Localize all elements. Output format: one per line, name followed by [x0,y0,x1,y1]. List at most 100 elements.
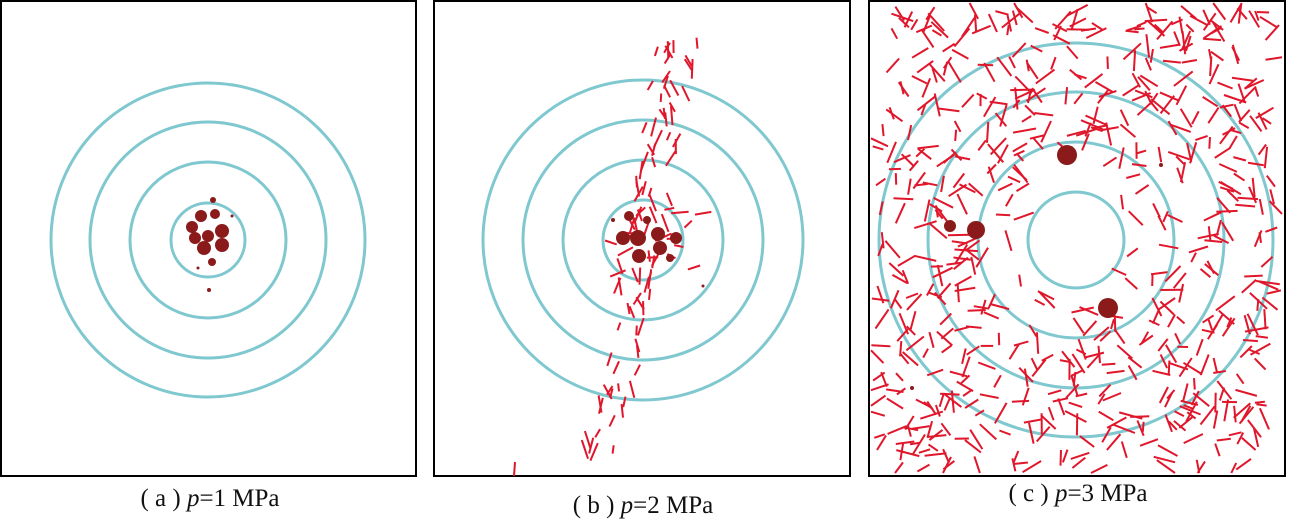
fracture-segment [1119,123,1137,138]
caption-c-var: p [1054,480,1068,507]
fracture-segment [1068,401,1083,409]
event-marker [701,284,705,288]
fracture-segment [1175,85,1188,106]
fracture-segment [1012,166,1028,181]
fracture-segment [631,267,639,283]
fracture-segment [1176,167,1184,184]
fracture-segment [1066,129,1087,137]
fracture-segment [999,429,1011,436]
fracture-segment [1070,8,1079,31]
fracture-segment [635,325,638,336]
caption-b: ( b ) p=2 MPa [533,492,753,520]
fracture-segment [1127,210,1144,226]
fracture-segment [986,121,990,143]
fracture-segment [1186,142,1193,163]
fracture-segment [893,298,903,310]
fracture-segment [1244,77,1258,90]
event-cluster [910,145,1163,390]
fracture-segment [1035,426,1051,443]
fracture-segment [1195,338,1204,356]
fracture-segment [916,95,937,112]
fracture-segment [1219,186,1235,193]
fracture-segment [895,372,904,382]
caption-a-var: p [186,485,200,512]
fracture-segment [1136,99,1155,116]
fracture-segment [1178,16,1184,34]
fracture-segment [1244,326,1269,333]
fracture-segment [1008,344,1020,360]
fracture-segment [1226,317,1233,328]
fracture-segment [1265,56,1283,61]
fracture-segment [1006,14,1013,32]
fracture-segment [1215,295,1236,312]
fracture-segment [1233,156,1247,162]
fracture-segment [979,393,999,399]
fracture-segment [1247,161,1264,167]
fracture-segment [1131,72,1141,88]
fracture-segment [874,308,890,330]
fracture-segment [1099,330,1112,342]
fracture-segment [939,312,953,326]
fracture-segment [1131,92,1151,102]
fracture-segment [1256,403,1267,407]
fracture-segment [1102,156,1118,168]
fracture-segment [1013,340,1029,347]
concentric-rings [49,81,367,399]
fracture-segment [1174,410,1185,417]
fracture-segment [1181,383,1189,403]
fracture-segment [976,92,988,100]
event-marker [651,227,665,241]
panel-a-diagram [0,0,417,477]
fracture-segment [918,448,931,454]
ring-4 [481,78,805,402]
fracture-segment [665,131,672,141]
fracture-segment [993,374,1002,388]
event-marker [215,238,229,252]
panel-c [868,0,1289,478]
fracture-segment [1112,423,1136,434]
fracture-segment [1256,11,1270,14]
fracture-segment [1179,108,1193,128]
fracture-segment [1251,177,1256,198]
fracture-segment [662,75,669,89]
fracture-segment [1157,338,1169,352]
fracture-segment [617,246,634,257]
fracture-segment [1239,345,1253,359]
fracture-segment [1079,435,1095,448]
fracture-segment [1014,87,1019,110]
fracture-segment [1178,283,1185,303]
fracture-segment [1156,459,1176,474]
fracture-segment [694,210,712,216]
fracture-segment [911,47,929,59]
fracture-segment [1214,443,1221,457]
fracture-segment [652,129,663,148]
fracture-segment [1004,230,1013,252]
fracture-segment [1218,163,1238,173]
fracture-segment [597,395,603,413]
fracture-segment [923,401,934,410]
fracture-segment [953,256,969,270]
fracture-segment [941,344,953,354]
fracture-segment [1258,280,1279,291]
fracture-segment [997,182,1013,192]
fracture-segment [894,6,905,22]
fracture-segment [1241,279,1257,294]
fracture-segment [1028,422,1035,444]
fracture-segment [513,461,516,477]
fracture-segment [659,93,663,102]
fracture-segment [949,370,968,378]
fracture-segment [888,262,905,277]
event-marker [210,209,220,219]
fracture-segment [900,153,915,167]
fracture-segment [1034,112,1054,117]
fracture-segment [1264,24,1280,41]
fracture-segment [1047,406,1055,421]
fracture-segment [1253,428,1260,448]
caption-c-value: =3 MPa [1067,480,1148,507]
fracture-segment [681,85,691,102]
fracture-segment [1118,411,1143,420]
caption-a: ( a ) p=1 MPa [100,485,320,513]
caption-b-prefix: ( b ) [572,492,621,519]
fracture-segment [884,240,901,259]
fracture-segment [1039,291,1056,309]
